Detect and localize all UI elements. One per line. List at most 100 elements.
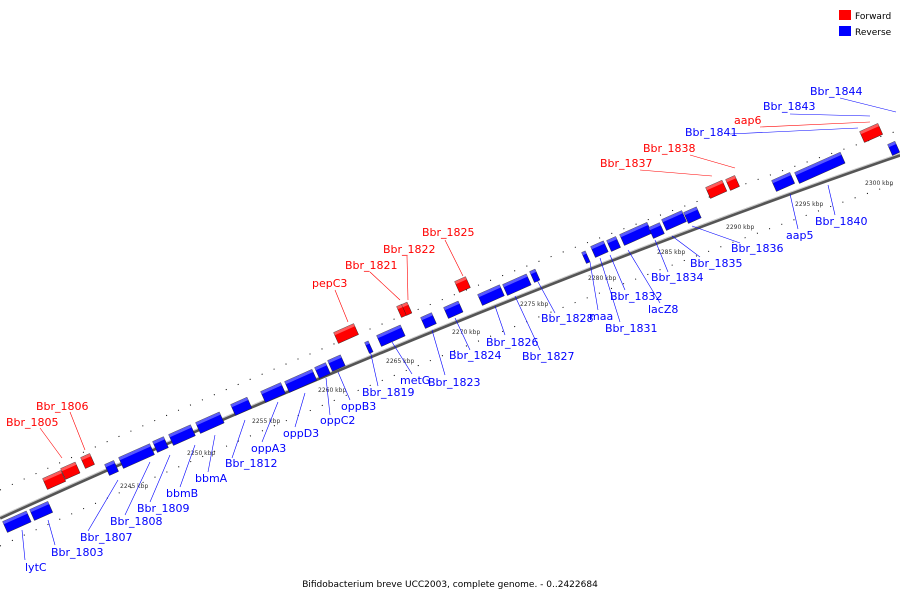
reverse-gene [260, 382, 286, 403]
scale-ticks: 2245 kbp 2250 kbp 2255 kbp 2260 kbp 2265 kbp… [120, 180, 893, 490]
leader-line [369, 349, 379, 387]
gene-label: Bbr_1809 [137, 502, 190, 515]
gene-label: oppC2 [320, 414, 355, 427]
leader-line [444, 239, 464, 277]
gene-label: metG [400, 374, 430, 387]
gene-label: Bbr_1834 [651, 271, 704, 284]
genome-caption: Bifidobacterium breve UCC2003, complete … [302, 580, 598, 590]
gene-label: Bbr_1806 [36, 400, 89, 413]
reverse-gene [606, 236, 621, 252]
leader-line [671, 235, 701, 258]
reverse-gene [364, 340, 374, 354]
forward-gene [454, 276, 471, 293]
gene-label: Bbr_1841 [685, 126, 738, 139]
gene-label: lacZ8 [648, 303, 678, 316]
reverse-gene [443, 300, 464, 319]
leader-line [729, 127, 859, 135]
gene-label: Bbr_1838 [643, 142, 696, 155]
gene-label: bbmB [166, 487, 198, 500]
forward-gene [859, 123, 883, 143]
leader-line [689, 154, 736, 169]
leader-line [609, 254, 626, 291]
leader-line [627, 249, 661, 304]
gene-label: Bbr_1812 [225, 457, 278, 470]
leader-line [231, 419, 246, 459]
gene-label: Bbr_1840 [815, 215, 868, 228]
legend: Forward Reverse [839, 10, 892, 38]
tick-label: 2300 kbp [865, 180, 893, 187]
reverse-gene [104, 460, 119, 476]
reverse-gene [648, 222, 665, 239]
leader-line [149, 454, 171, 503]
forward-gene [401, 301, 413, 316]
leader-line [789, 193, 799, 230]
leader-line [87, 479, 119, 532]
gene-label: Bbr_1808 [110, 515, 163, 528]
reverse-gene [314, 362, 331, 379]
reverse-gene [683, 206, 702, 224]
leader-line [124, 461, 151, 516]
reverse-gene [29, 501, 53, 521]
tick-label: 2265 kbp [386, 358, 414, 365]
gene-labels: Bbr_1805 Bbr_1806 pepC3 Bbr_1821 Bbr_1822 Bbr… [6, 85, 868, 574]
gene-label: Bbr_1819 [362, 386, 415, 399]
reverse-gene [327, 354, 346, 372]
reverse-gene [502, 273, 532, 296]
reverse-gene [581, 250, 591, 264]
leader-line [337, 371, 351, 401]
leader-line [391, 341, 413, 375]
forward-gene [42, 470, 66, 490]
legend-reverse-label: Reverse [855, 28, 892, 38]
gene-label: Bbr_1827 [522, 350, 575, 363]
gene-label: Bbr_1825 [422, 226, 475, 239]
gene-label: maa [589, 310, 613, 323]
gene-label: Bbr_1832 [610, 290, 663, 303]
gene-label: bbmA [195, 472, 228, 485]
leader-line [839, 97, 897, 113]
gene-features [2, 123, 900, 533]
reverse-gene [590, 240, 609, 258]
legend-forward-swatch [839, 10, 851, 20]
reverse-gene [661, 210, 687, 231]
reverse-gene [420, 312, 437, 329]
leader-line [431, 329, 446, 376]
leader-line [759, 121, 871, 128]
leader-line [654, 239, 669, 273]
leader-line [691, 225, 741, 244]
tick-label: 2250 kbp [187, 450, 215, 457]
leader-line [179, 444, 196, 488]
gene-label: Bbr_1803 [51, 546, 104, 559]
reverse-gene [477, 284, 505, 306]
reverse-gene [152, 436, 169, 453]
gene-label: pepC3 [312, 277, 347, 290]
gene-label: Bbr_1831 [605, 322, 658, 335]
reverse-gene [118, 443, 155, 469]
leader-line [47, 519, 56, 546]
gene-label: aap5 [786, 229, 813, 242]
reverse-gene [887, 141, 900, 156]
forward-gene [60, 461, 81, 480]
leader-line [589, 261, 599, 311]
reverse-gene [2, 510, 32, 533]
tick-label: 2270 kbp [452, 329, 480, 336]
forward-gene [80, 453, 95, 469]
leader-line [207, 434, 216, 473]
leader-line [514, 295, 541, 351]
reverse-gene [529, 268, 541, 283]
tick-label: 2280 kbp [588, 275, 616, 282]
legend-forward-label: Forward [855, 12, 891, 22]
leader-line [69, 411, 86, 451]
leader-line [494, 305, 506, 336]
leader-line [39, 427, 63, 459]
tick-label: 2290 kbp [726, 224, 754, 231]
gene-label: Bbr_1844 [810, 85, 863, 98]
gene-label: Bbr_1821 [345, 259, 398, 272]
leader-line [536, 279, 556, 314]
gene-label: Bbr_1826 [486, 336, 539, 349]
reverse-gene [195, 411, 225, 434]
leader-line [261, 401, 279, 443]
tick-label: 2255 kbp [252, 418, 280, 425]
label-leaders [21, 97, 897, 561]
gene-label: oppA3 [251, 442, 286, 455]
gene-label: oppD3 [283, 427, 319, 440]
